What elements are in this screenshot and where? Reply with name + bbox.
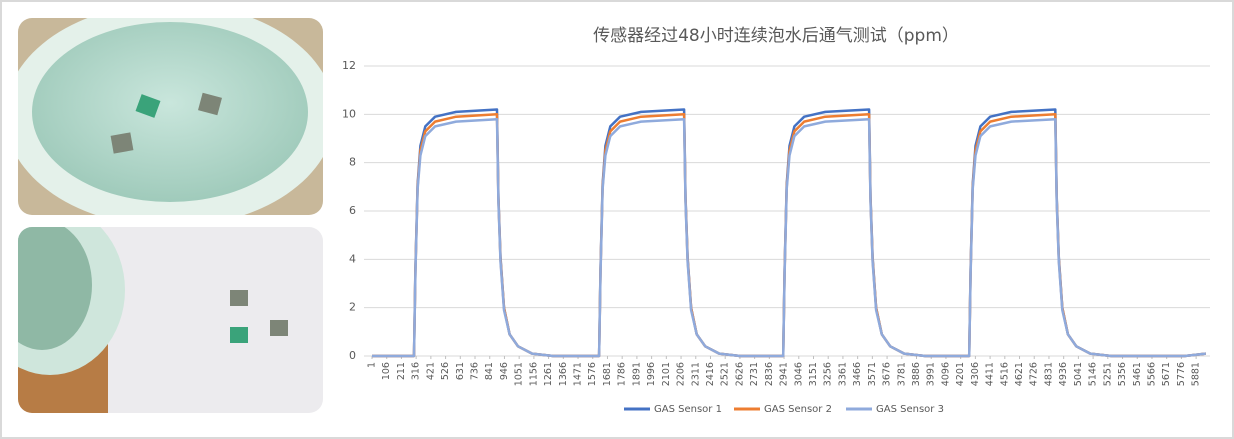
x-tick-label: 106 (381, 362, 392, 380)
x-tick-label: 2101 (661, 362, 672, 386)
x-tick-label: 421 (425, 362, 436, 380)
x-tick-label: 631 (455, 362, 466, 380)
x-tick-label: 211 (396, 362, 407, 380)
x-tick-label: 736 (470, 362, 481, 380)
x-tick-label: 1 (367, 362, 378, 368)
y-tick-label: 2 (349, 301, 356, 314)
x-tick-label: 3361 (837, 362, 848, 386)
x-tick-label: 4306 (970, 362, 981, 386)
x-tick-label: 3991 (926, 362, 937, 386)
y-tick-label: 8 (349, 156, 356, 169)
x-tick-label: 4516 (999, 362, 1010, 386)
x-tick-label: 4411 (985, 362, 996, 386)
x-tick-label: 5461 (1132, 362, 1143, 386)
x-tick-label: 2626 (734, 362, 745, 386)
x-tick-label: 3046 (793, 362, 804, 386)
x-tick-label: 1576 (587, 362, 598, 386)
x-tick-label: 4936 (1058, 362, 1069, 386)
x-tick-label: 1471 (573, 362, 584, 386)
y-tick-label: 10 (342, 107, 356, 120)
x-tick-label: 2206 (676, 362, 687, 386)
y-tick-label: 6 (349, 204, 356, 217)
x-tick-label: 4621 (1014, 362, 1025, 386)
x-tick-label: 316 (411, 362, 422, 380)
x-tick-label: 5566 (1146, 362, 1157, 386)
series-line (372, 117, 1206, 358)
x-tick-label: 5146 (1088, 362, 1099, 386)
x-tick-label: 2521 (720, 362, 731, 386)
x-tick-label: 2416 (705, 362, 716, 386)
x-tick-label: 1681 (602, 362, 613, 386)
legend-label: GAS Sensor 2 (764, 404, 832, 415)
x-tick-label: 3676 (882, 362, 893, 386)
x-tick-label: 5671 (1161, 362, 1172, 386)
y-tick-label: 12 (342, 59, 356, 72)
x-tick-label: 3886 (911, 362, 922, 386)
x-tick-label: 526 (440, 362, 451, 380)
legend-label: GAS Sensor 1 (654, 404, 722, 415)
x-tick-label: 5356 (1117, 362, 1128, 386)
x-tick-label: 4201 (955, 362, 966, 386)
legend-label: GAS Sensor 3 (876, 404, 944, 415)
x-tick-label: 1786 (617, 362, 628, 386)
x-tick-label: 3571 (867, 362, 878, 386)
x-tick-label: 3256 (823, 362, 834, 386)
x-tick-label: 4096 (940, 362, 951, 386)
x-tick-label: 1996 (646, 362, 657, 386)
x-tick-label: 5881 (1191, 362, 1202, 386)
x-tick-label: 946 (499, 362, 510, 380)
x-tick-label: 5251 (1102, 362, 1113, 386)
x-tick-label: 1156 (528, 362, 539, 386)
y-tick-label: 0 (349, 349, 356, 362)
x-tick-label: 4726 (1029, 362, 1040, 386)
x-tick-label: 2311 (690, 362, 701, 386)
x-tick-label: 2941 (779, 362, 790, 386)
x-tick-label: 4831 (1043, 362, 1054, 386)
x-tick-label: 1261 (543, 362, 554, 386)
y-tick-label: 4 (349, 252, 356, 265)
x-tick-label: 1366 (558, 362, 569, 386)
x-tick-label: 3466 (852, 362, 863, 386)
x-tick-label: 5041 (1073, 362, 1084, 386)
x-tick-label: 2731 (749, 362, 760, 386)
chart-title: 传感器经过48小时连续泡水后通气测试（ppm） (593, 26, 959, 46)
x-tick-label: 841 (484, 362, 495, 380)
x-tick-label: 3781 (896, 362, 907, 386)
x-tick-label: 2836 (764, 362, 775, 386)
photo-bowl (18, 18, 323, 215)
x-tick-label: 3151 (808, 362, 819, 386)
x-tick-label: 5776 (1176, 362, 1187, 386)
x-tick-label: 1051 (514, 362, 525, 386)
x-tick-label: 1891 (631, 362, 642, 386)
photo-table (18, 227, 323, 413)
